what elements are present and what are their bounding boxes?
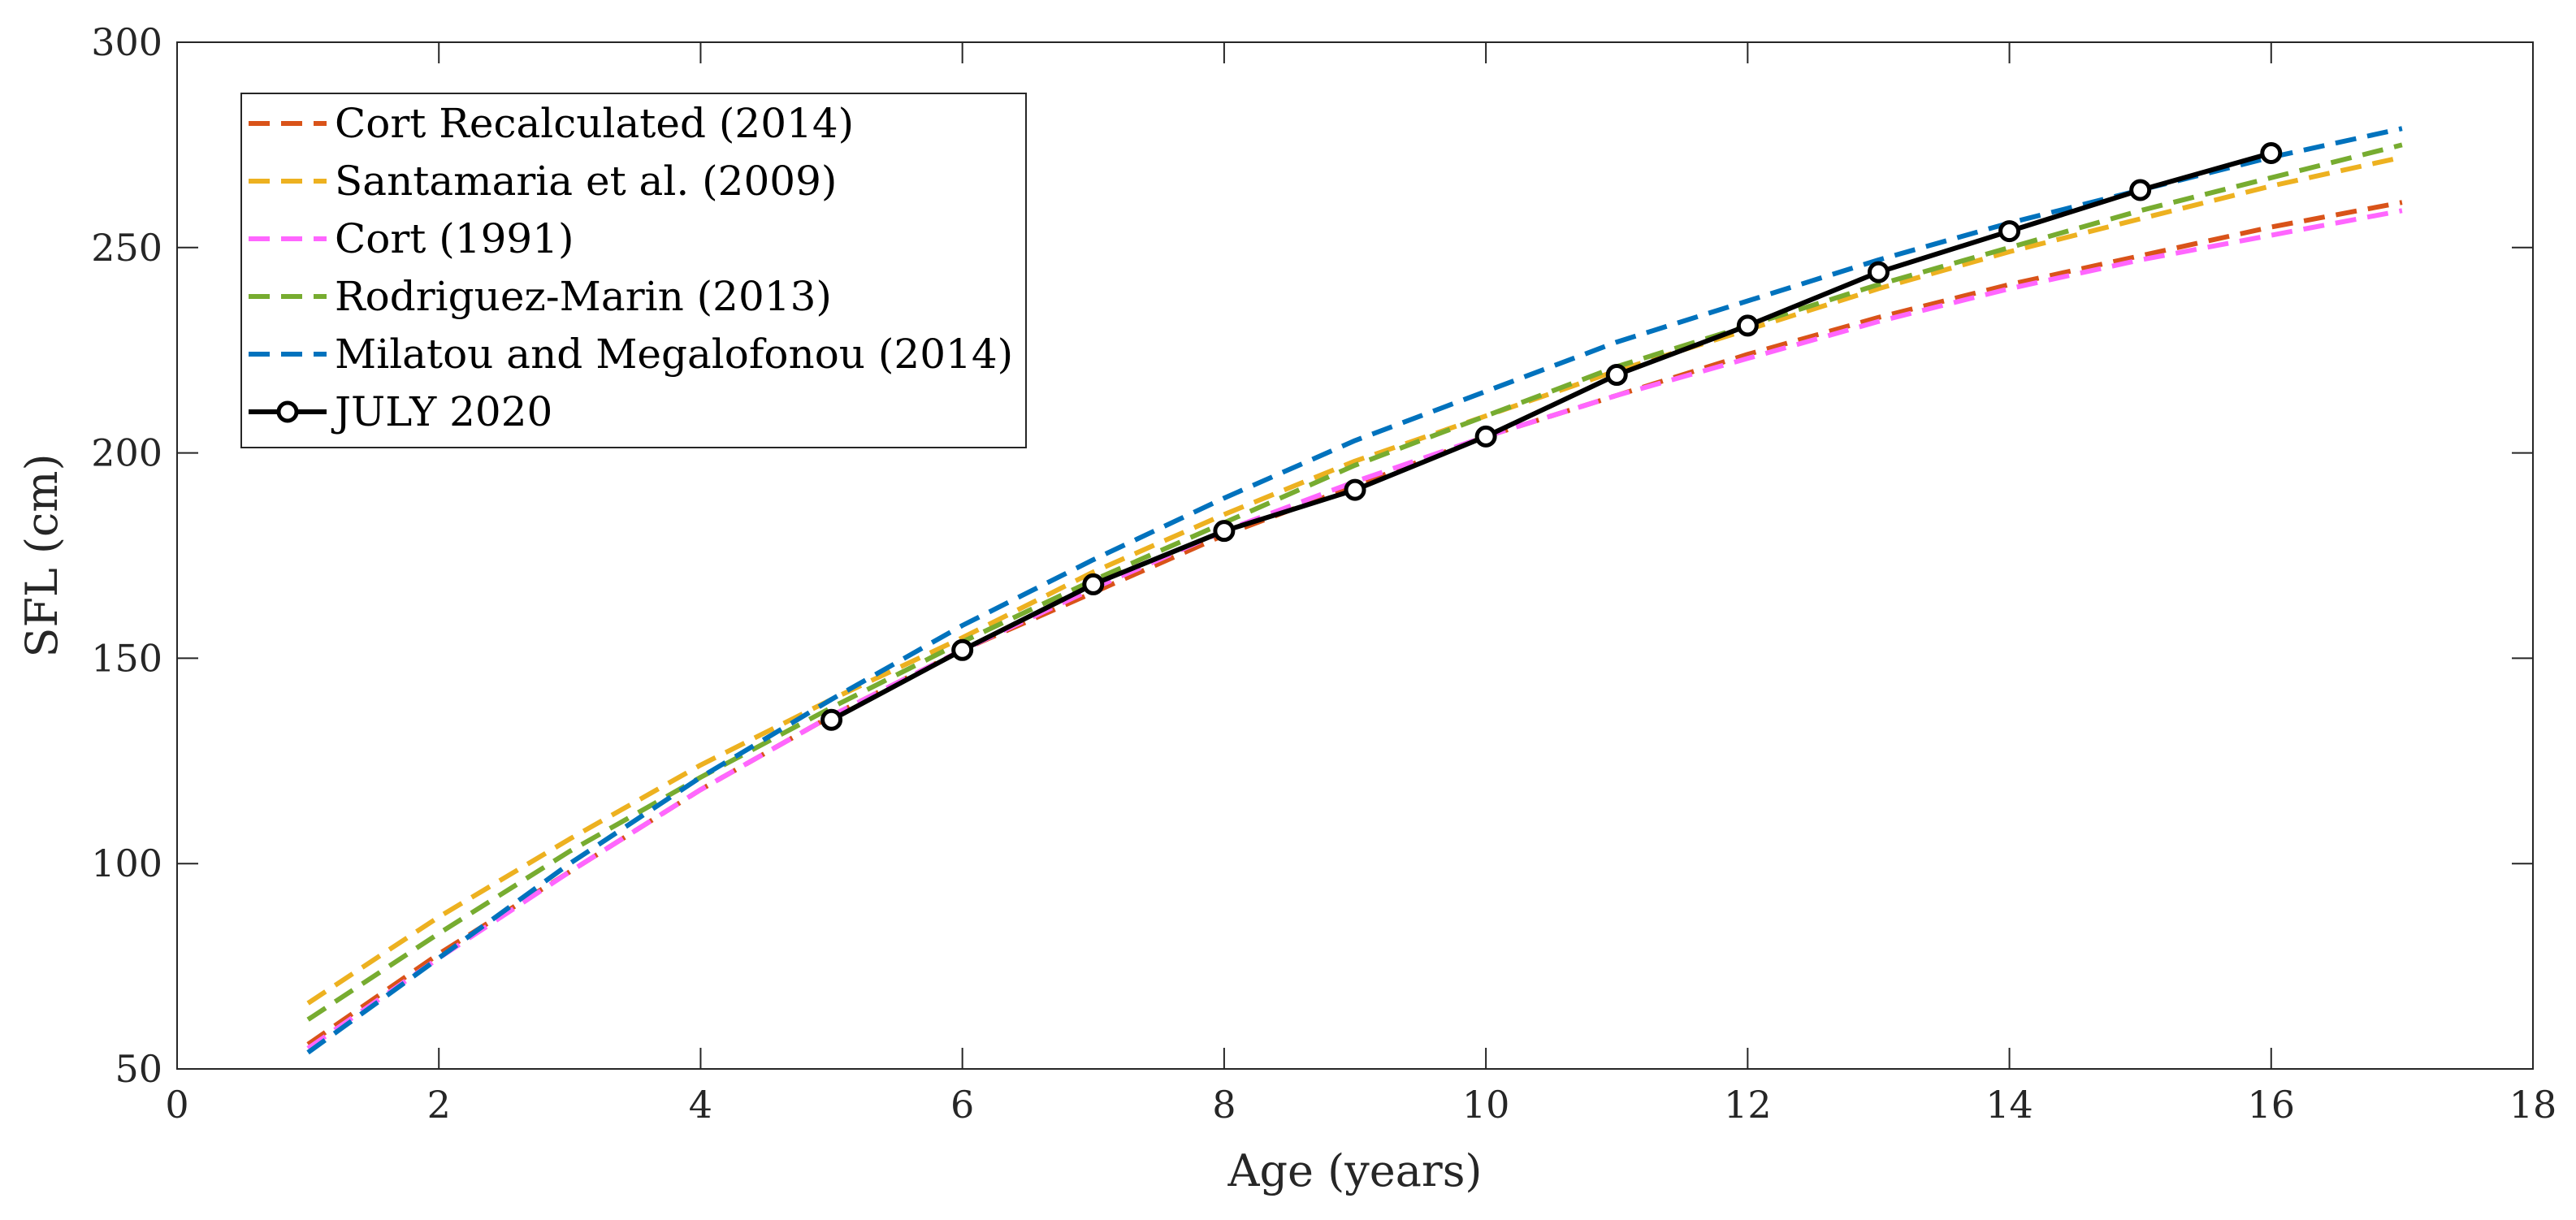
x-axis-label: Age (years) (1227, 1145, 1482, 1196)
data-point-marker (1474, 425, 1497, 448)
legend-item-cort-1991: Cort (1991) (249, 215, 574, 262)
data-point-marker (1605, 364, 1628, 387)
legend-marker (276, 400, 299, 423)
data-point-marker (2129, 179, 2152, 201)
data-point-marker (1998, 220, 2021, 243)
series-july-2020 (820, 142, 2283, 731)
legend-item-july-2020: JULY 2020 (249, 388, 552, 435)
y-tick-label: 100 (91, 841, 162, 885)
series-milatou-and-megalofonou-2014 (306, 126, 2403, 1055)
legend-item-milatou-and-megalofonou-2014: Milatou and Megalofonou (2014) (249, 331, 1013, 378)
series-cort-1991 (306, 208, 2403, 1051)
data-point-marker (1344, 478, 1366, 501)
legend-item-rodriguez-marin-2013: Rodriguez-Marin (2013) (249, 273, 832, 320)
series-layer (306, 126, 2403, 1055)
y-tick-label: 300 (91, 20, 162, 64)
legend-item-cort-recalculated-2014: Cort Recalculated (2014) (249, 100, 854, 147)
x-tick-label: 6 (950, 1083, 974, 1127)
legend-label: Rodriguez-Marin (2013) (335, 273, 832, 320)
series-line-milatou-and-megalofonou-2014 (306, 126, 2403, 1055)
y-tick-label: 50 (115, 1047, 162, 1091)
x-tick-label: 10 (1462, 1083, 1510, 1127)
data-point-marker (951, 638, 974, 661)
x-tick-label: 4 (689, 1083, 712, 1127)
legend-label: Cort (1991) (335, 215, 574, 262)
y-axis-label: SFL (cm) (16, 453, 67, 657)
legend-item-santamaria-et-al-2009: Santamaria et al. (2009) (249, 158, 837, 205)
legend-label: Santamaria et al. (2009) (335, 158, 837, 205)
series-line-santamaria-et-al-2009 (306, 154, 2403, 1006)
y-tick-label: 200 (91, 431, 162, 475)
series-rodriguez-marin-2013 (306, 142, 2403, 1022)
legend: Cort Recalculated (2014) Santamaria et al… (240, 93, 1027, 448)
x-tick-label: 14 (1985, 1083, 2033, 1127)
x-tick-label: 2 (427, 1083, 451, 1127)
x-tick-label: 12 (1724, 1083, 1772, 1127)
series-line-rodriguez-marin-2013 (306, 142, 2403, 1022)
plot-area-frame (176, 41, 2534, 1070)
data-point-marker (1736, 314, 1759, 337)
x-tick-label: 0 (165, 1083, 188, 1127)
data-point-marker (1213, 520, 1236, 543)
x-tick-label: 8 (1212, 1083, 1236, 1127)
data-point-marker (1082, 573, 1105, 595)
y-tick-label: 250 (91, 226, 162, 270)
data-point-marker (820, 708, 843, 731)
series-line-july-2020 (830, 150, 2272, 722)
data-point-marker (2260, 142, 2283, 165)
tick-layer: 0 2 4 6 8 10 12 14 16 18 50 100 150 200 250 300 (91, 20, 2557, 1127)
x-tick-label: 16 (2248, 1083, 2296, 1127)
x-tick-label: 18 (2509, 1083, 2557, 1127)
legend-label: Cort Recalculated (2014) (335, 100, 854, 147)
legend-box (240, 93, 1027, 448)
legend-label: JULY 2020 (331, 388, 552, 435)
y-tick-label: 150 (91, 636, 162, 680)
series-santamaria-et-al-2009 (306, 154, 2403, 1006)
legend-label: Milatou and Megalofonou (2014) (335, 331, 1013, 378)
series-line-cort-1991 (306, 208, 2403, 1051)
data-point-marker (1867, 261, 1890, 283)
